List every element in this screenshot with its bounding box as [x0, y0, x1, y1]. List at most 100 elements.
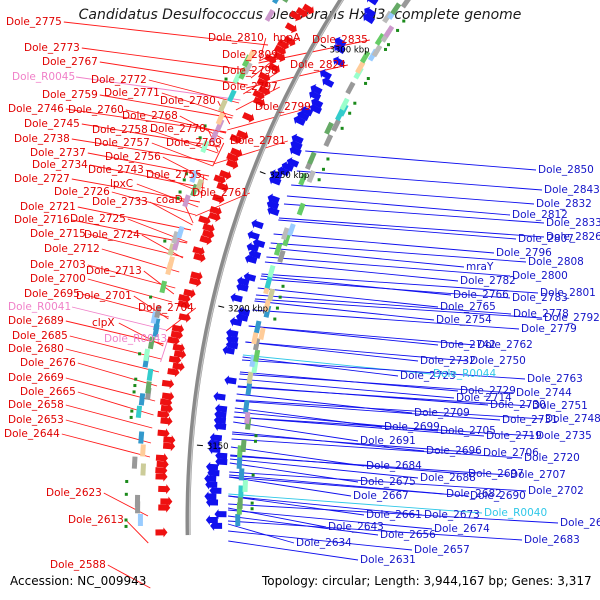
marker-dot [224, 77, 228, 81]
cog-block [147, 336, 155, 350]
reverse-gene-label: Dole_2730 [490, 399, 546, 411]
forward-gene-arrow [252, 96, 266, 108]
forward-connector [148, 79, 240, 104]
reverse-connector [260, 278, 511, 299]
cog-block [306, 169, 316, 183]
cog-block [251, 331, 259, 345]
marker-dot [396, 28, 400, 32]
reverse-connector [228, 509, 433, 530]
reverse-gene-label: Dole_2643 [328, 521, 384, 533]
gene-features [124, 0, 412, 538]
forward-gene-label: Dole_2769 [166, 137, 222, 149]
cog-block [240, 439, 247, 453]
reverse-gene-arrow [281, 161, 294, 172]
reverse-gene-arrow [206, 461, 219, 472]
reverse-gene-arrow [248, 248, 262, 259]
reverse-gene-label: Dole_2682 [446, 488, 502, 500]
forward-gene-label: Dole_2759 [42, 89, 98, 101]
kbp-label: 3250 kbp [269, 171, 309, 181]
reverse-gene-label: Dole_2720 [524, 452, 580, 464]
reverse-gene-arrow [207, 467, 220, 478]
cog-block [227, 89, 237, 103]
cog-block [307, 151, 317, 165]
cog-block [281, 227, 290, 241]
forward-gene-arrow [226, 152, 239, 164]
cog-block [235, 514, 241, 526]
forward-connector [217, 100, 231, 125]
forward-connector [65, 320, 164, 345]
forward-connector [71, 306, 167, 331]
forward-gene-arrow [201, 229, 215, 240]
forward-gene-arrow [284, 22, 297, 34]
reverse-gene-arrow [230, 292, 243, 303]
cog-block [371, 44, 383, 58]
reverse-connector [230, 446, 365, 467]
reverse-connector [255, 294, 512, 315]
reverse-gene-label: Dole_2696 [426, 445, 482, 457]
forward-gene-arrow [236, 129, 249, 141]
forward-gene-arrow [160, 403, 173, 414]
forward-gene-label: Dole_R0045 [12, 71, 75, 83]
marker-dot [386, 43, 390, 47]
reverse-gene-label: Dole_2729 [460, 385, 516, 397]
forward-gene-arrow [202, 223, 215, 234]
forward-gene-arrow [192, 246, 205, 257]
cog-block [189, 169, 199, 183]
forward-gene-arrow [190, 271, 203, 282]
forward-gene-label: clpX [92, 317, 115, 329]
forward-connector [99, 61, 248, 86]
forward-gene-arrow [167, 367, 180, 378]
reverse-gene-arrow [235, 312, 249, 322]
reverse-gene-arrow [267, 205, 280, 216]
forward-gene-label: Dole_R0043 [104, 333, 167, 345]
forward-gene-arrow [252, 89, 265, 101]
marker-dot [253, 439, 257, 443]
accession-text: Accession: NC_009943 [10, 574, 147, 588]
reverse-gene-label: Dole_2657 [414, 544, 470, 556]
reverse-gene-label: Dole_2699 [384, 421, 440, 433]
forward-gene-label: Dole_2588 [50, 559, 106, 571]
cog-block [287, 223, 296, 237]
forward-gene-arrow [163, 435, 176, 446]
genome-summary-text: Topology: circular; Length: 3,944,167 bp… [262, 574, 592, 588]
reverse-connector [228, 530, 413, 551]
forward-gene-arrow [159, 397, 173, 408]
marker-dot [124, 492, 128, 496]
reverse-gene-arrow [229, 316, 243, 327]
forward-gene-arrow [230, 147, 243, 158]
marker-dot [366, 77, 370, 81]
marker-dot [132, 390, 136, 394]
forward-gene-arrow [302, 3, 314, 15]
reverse-connector [245, 341, 419, 362]
forward-gene-arrow [212, 193, 225, 204]
reverse-connector [233, 421, 359, 442]
reverse-gene-arrow [252, 237, 266, 248]
forward-gene-arrow [219, 169, 232, 181]
reverse-gene-arrow [206, 497, 219, 508]
forward-connector [65, 348, 160, 373]
forward-gene-label: Dole_2758 [92, 124, 148, 136]
cog-block [215, 118, 225, 132]
marker-dot [130, 409, 134, 413]
cog-block [244, 411, 251, 424]
reverse-gene-label: Dole_2750 [470, 355, 526, 367]
kbp-label: 3300 kbp [329, 46, 369, 56]
reverse-gene-label: Dole_2634 [296, 537, 352, 549]
reverse-gene-label: Dole_2702 [528, 485, 584, 497]
marker-dot [254, 434, 258, 438]
reverse-connector [278, 217, 545, 238]
reverse-gene-label: Dole_2792 [544, 312, 600, 324]
forward-gene-label: Dole_2703 [30, 259, 86, 271]
forward-gene-arrow [161, 379, 175, 389]
reverse-connector [228, 503, 559, 524]
forward-gene-label: Dole_2701 [76, 290, 132, 302]
forward-gene-arrow [225, 159, 239, 170]
forward-gene-label: Dole_2810 [208, 32, 264, 44]
gene-labels: Dole_2775 Dole_2810 hppA Dole_2835 Dole_2773… [4, 16, 600, 571]
marker-dot [182, 178, 186, 182]
cog-block [176, 225, 185, 239]
label-connector-lines [61, 21, 559, 589]
forward-gene-label: Dole_2771 [104, 87, 160, 99]
